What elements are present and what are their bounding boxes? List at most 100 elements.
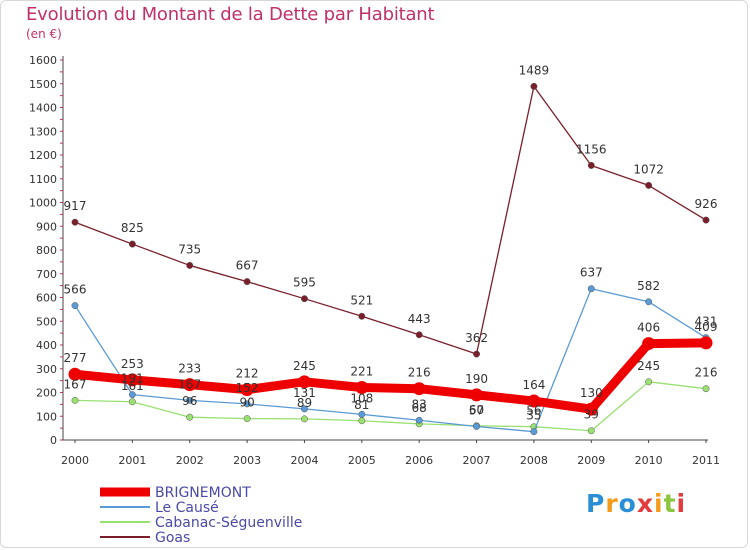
data-label: 152 <box>236 381 259 395</box>
data-point <box>473 423 480 430</box>
data-label: 566 <box>64 283 87 297</box>
data-label: 926 <box>695 197 718 211</box>
data-point <box>699 336 713 350</box>
data-label: 57 <box>469 403 484 417</box>
data-point <box>358 417 366 425</box>
data-label: 667 <box>236 259 259 273</box>
y-tick-label: 1000 <box>29 197 57 210</box>
x-tick-label: 2009 <box>577 454 605 467</box>
series-layer <box>68 82 713 436</box>
data-point <box>645 181 653 189</box>
data-label: 96 <box>182 394 197 408</box>
data-label: 167 <box>178 377 201 391</box>
data-label: 131 <box>293 386 316 400</box>
data-label: 443 <box>408 312 431 326</box>
logo-letter: i <box>654 489 664 518</box>
series-line <box>74 85 707 355</box>
data-label: 108 <box>350 391 373 405</box>
data-point <box>355 381 369 395</box>
data-label: 917 <box>64 199 87 213</box>
data-label: 56 <box>526 404 541 418</box>
data-label: 81 <box>354 398 369 412</box>
data-point <box>68 367 82 381</box>
chart-title: Evolution du Montant de la Dette par Hab… <box>26 4 435 25</box>
data-label: 825 <box>121 221 144 235</box>
series-line <box>70 338 711 414</box>
data-point <box>584 402 598 416</box>
data-label: 60 <box>469 403 484 417</box>
y-tick-label: 1100 <box>29 173 57 186</box>
data-point <box>415 331 423 339</box>
x-tick-label: 2005 <box>348 454 376 467</box>
x-tick-label: 2003 <box>233 454 261 467</box>
data-label: 1489 <box>519 63 550 77</box>
data-label: 90 <box>239 396 254 410</box>
x-tick-label: 2007 <box>463 454 491 467</box>
legend-label: Goas <box>155 530 190 546</box>
data-point <box>243 278 251 286</box>
data-label: 245 <box>293 359 316 373</box>
y-tick-label: 300 <box>36 363 57 376</box>
data-label: 1072 <box>633 162 664 176</box>
y-tick-label: 600 <box>36 292 57 305</box>
data-point <box>702 216 710 224</box>
data-point <box>297 375 311 389</box>
data-label: 161 <box>121 379 144 393</box>
data-point <box>530 428 538 436</box>
data-label: 431 <box>695 315 718 329</box>
y-tick-label: 500 <box>36 315 57 328</box>
logo-letter: r <box>605 489 619 518</box>
data-point <box>128 240 136 248</box>
logo-letter: o <box>618 489 637 518</box>
y-tick-label: 400 <box>36 339 57 352</box>
y-tick-label: 0 <box>50 434 57 447</box>
y-tick-label: 900 <box>36 220 57 233</box>
legend-label: Cabanac-Séguenville <box>155 515 302 531</box>
y-tick-label: 700 <box>36 268 57 281</box>
data-label: 1156 <box>576 142 607 156</box>
data-label: 277 <box>64 351 87 365</box>
data-point <box>587 162 595 169</box>
data-label: 735 <box>178 242 201 256</box>
data-point <box>587 427 595 435</box>
data-point <box>645 298 653 306</box>
data-point <box>128 391 136 399</box>
x-tick-label: 2002 <box>176 454 204 467</box>
data-label: 89 <box>297 396 312 410</box>
data-label: 35 <box>526 409 541 423</box>
data-label: 233 <box>178 362 201 376</box>
data-label: 216 <box>695 366 718 380</box>
logo-letter: t <box>663 489 677 518</box>
legend-label: Le Causé <box>155 500 219 516</box>
legend-label: BRIGNEMONT <box>155 485 251 501</box>
chart-unit: (en €) <box>26 27 62 41</box>
x-tick-label: 2004 <box>290 454 318 467</box>
data-point <box>186 413 194 421</box>
data-point <box>415 416 423 424</box>
data-label: 212 <box>236 367 259 381</box>
data-point <box>473 350 480 358</box>
data-label: 409 <box>695 320 718 334</box>
proxiti-logo: Proxiti <box>586 489 686 518</box>
data-label: 637 <box>580 266 603 280</box>
x-tick-label: 2006 <box>405 454 433 467</box>
data-label: 406 <box>637 321 660 335</box>
data-label: 191 <box>121 372 144 386</box>
data-point <box>587 285 595 293</box>
data-label: 595 <box>293 276 316 290</box>
x-tick-label: 2008 <box>520 454 548 467</box>
data-point <box>186 396 194 404</box>
data-labels: 277 253 233 212 245 221 216 190 164 130 406 409 566 1… <box>64 63 718 422</box>
logo-letter: P <box>586 489 606 518</box>
data-label: 216 <box>408 366 431 380</box>
y-tick-label: 100 <box>36 410 57 423</box>
data-point <box>470 388 484 402</box>
y-tick-label: 200 <box>36 387 57 400</box>
data-label: 68 <box>412 401 427 415</box>
data-point <box>125 373 139 387</box>
series-line <box>74 288 707 433</box>
y-tick-label: 1200 <box>29 149 57 162</box>
data-label: 253 <box>121 357 144 371</box>
data-point <box>530 82 538 90</box>
